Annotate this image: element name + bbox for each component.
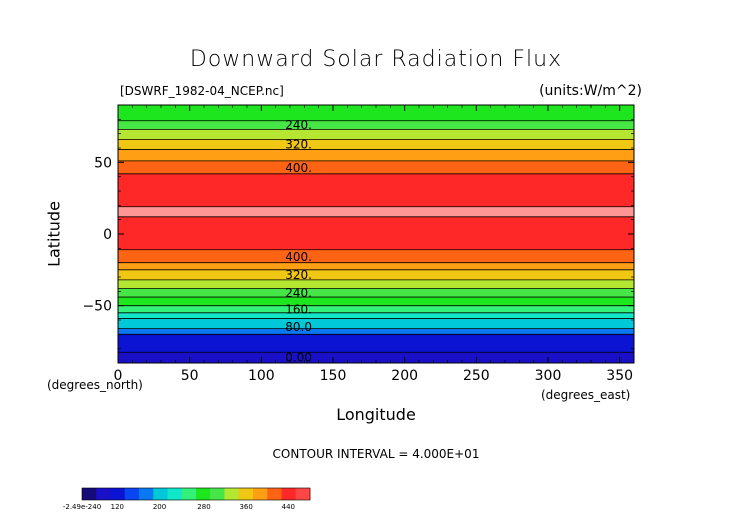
colorbar-cell-2 bbox=[110, 488, 126, 500]
colorbar-label-5: 440 bbox=[282, 503, 295, 511]
y-unit-label: (degrees_north) bbox=[47, 378, 143, 392]
contour-interval-label: CONTOUR INTERVAL = 4.000E+01 bbox=[272, 447, 480, 461]
colorbar-cell-15 bbox=[295, 488, 311, 500]
band-1 bbox=[118, 334, 634, 353]
x-tick-label-1: 50 bbox=[181, 368, 199, 384]
colorbar-cell-13 bbox=[267, 488, 282, 500]
band-17 bbox=[118, 139, 634, 150]
x-axis-label: Longitude bbox=[336, 405, 416, 424]
band-2 bbox=[118, 328, 634, 335]
colorbar-cell-14 bbox=[281, 488, 297, 500]
colorbar-label-4: 360 bbox=[239, 503, 252, 511]
colorbar-cell-3 bbox=[124, 488, 140, 500]
colorbar-cell-6 bbox=[167, 488, 183, 500]
contour-label-8: 0.00 bbox=[285, 350, 312, 364]
band-5 bbox=[118, 305, 634, 313]
colorbar-cell-0 bbox=[82, 488, 97, 500]
colorbar-cell-8 bbox=[196, 488, 211, 500]
band-10 bbox=[118, 262, 634, 270]
colorbar-cell-11 bbox=[238, 488, 254, 500]
band-7 bbox=[118, 288, 634, 298]
band-8 bbox=[118, 279, 634, 289]
colorbar-cell-12 bbox=[253, 488, 268, 500]
colorbar-label-2: 200 bbox=[153, 503, 166, 511]
colorbar-cell-1 bbox=[96, 488, 111, 500]
band-15 bbox=[118, 160, 634, 174]
band-9 bbox=[118, 269, 634, 280]
x-tick-label-3: 150 bbox=[320, 368, 347, 384]
x-tick-label-6: 300 bbox=[535, 368, 562, 384]
colorbar-label-1: 120 bbox=[111, 503, 124, 511]
y-tick-label-0: −50 bbox=[82, 299, 112, 315]
colorbar-label-0: -2.49e-240 bbox=[63, 503, 101, 511]
band-18 bbox=[118, 129, 634, 140]
x-tick-label-4: 200 bbox=[391, 368, 418, 384]
x-tick-label-7: 350 bbox=[606, 368, 633, 384]
contour-label-2: 400. bbox=[285, 161, 312, 175]
contour-label-6: 160. bbox=[285, 302, 312, 316]
contour-label-3: 400. bbox=[285, 250, 312, 264]
x-tick-label-0: 0 bbox=[114, 368, 123, 384]
band-3 bbox=[118, 318, 634, 329]
colorbar-cell-5 bbox=[153, 488, 168, 500]
colorbar-cell-10 bbox=[224, 488, 240, 500]
colorbar-cell-4 bbox=[139, 488, 154, 500]
band-12 bbox=[118, 216, 634, 250]
band-4 bbox=[118, 312, 634, 319]
band-16 bbox=[118, 149, 634, 161]
band-13 bbox=[118, 206, 634, 217]
contour-label-4: 320. bbox=[285, 268, 312, 282]
band-11 bbox=[118, 249, 634, 263]
x-tick-label-5: 250 bbox=[463, 368, 490, 384]
band-6 bbox=[118, 297, 634, 306]
colorbar-label-3: 280 bbox=[197, 503, 210, 511]
contour-label-7: 80.0 bbox=[285, 320, 312, 334]
x-unit-label: (degrees_east) bbox=[541, 388, 631, 402]
colorbar-cell-7 bbox=[181, 488, 197, 500]
band-20 bbox=[118, 105, 634, 121]
chart-title: Downward Solar Radiation Flux bbox=[189, 47, 563, 72]
source-file-label: [DSWRF_1982-04_NCEP.nc] bbox=[120, 84, 284, 98]
contour-label-1: 320. bbox=[285, 137, 312, 151]
units-label: (units:W/m^2) bbox=[539, 83, 642, 99]
contour-label-0: 240. bbox=[285, 118, 312, 132]
y-tick-label-1: 0 bbox=[103, 227, 112, 243]
band-19 bbox=[118, 120, 634, 130]
colorbar-frame bbox=[81, 487, 311, 501]
x-tick-label-2: 100 bbox=[248, 368, 275, 384]
band-0 bbox=[118, 352, 634, 363]
band-14 bbox=[118, 173, 634, 207]
contour-label-5: 240. bbox=[285, 286, 312, 300]
colorbar-cell-9 bbox=[210, 488, 225, 500]
y-tick-label-2: 50 bbox=[94, 155, 112, 171]
